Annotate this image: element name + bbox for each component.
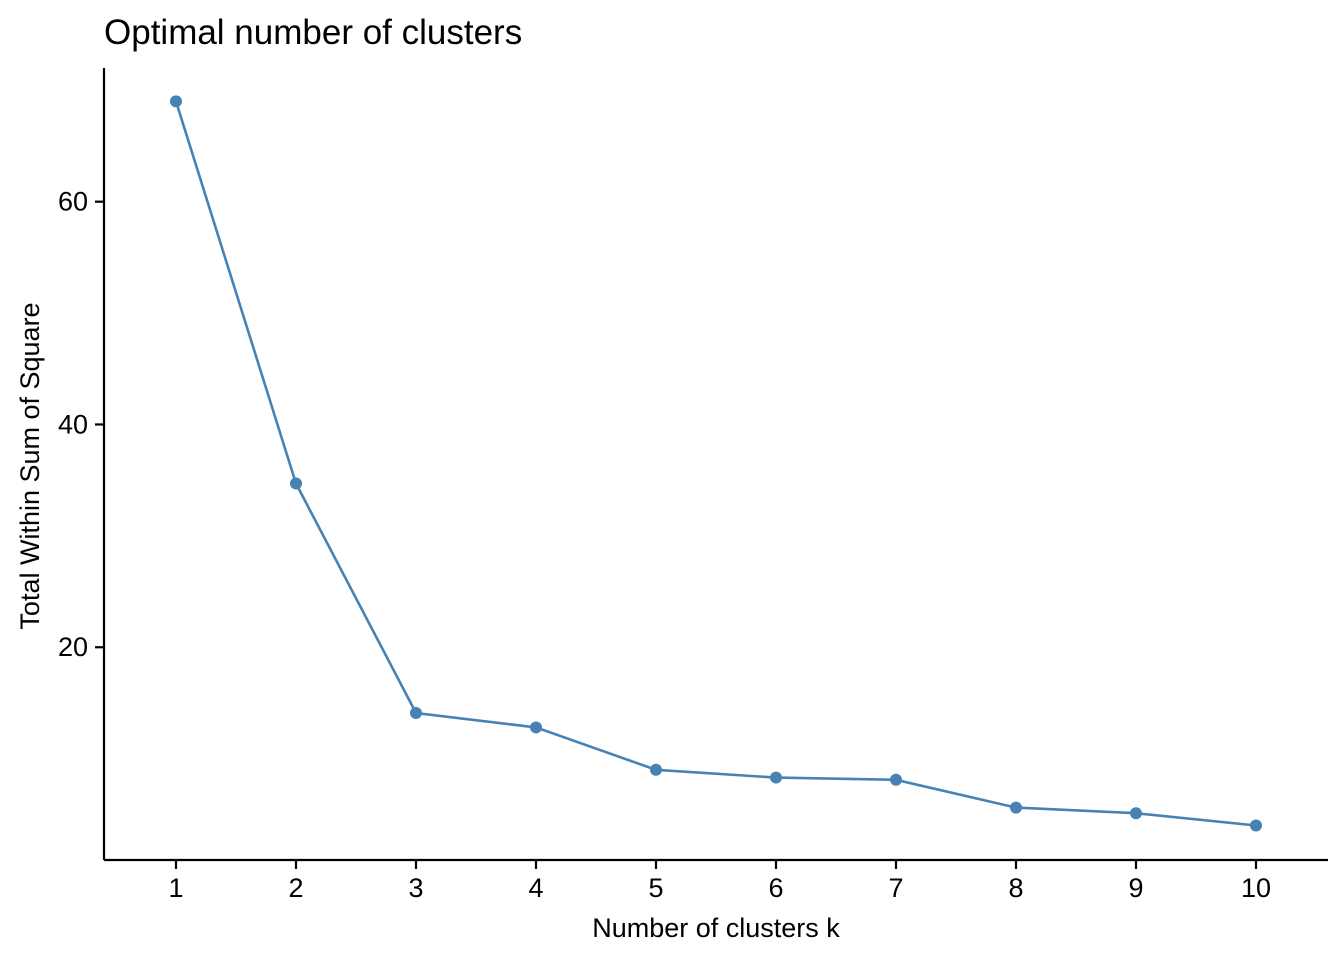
- chart-title: Optimal number of clusters: [104, 13, 522, 52]
- x-tick-label: 5: [648, 873, 663, 903]
- series-layer: [170, 95, 1262, 832]
- data-point: [170, 95, 182, 108]
- data-point: [410, 706, 422, 719]
- series-line: [174, 101, 1257, 827]
- data-point: [1130, 807, 1142, 820]
- x-tick-label: 4: [528, 873, 543, 903]
- x-tick-label: 3: [408, 873, 423, 903]
- y-axis-title: Total Within Sum of Square: [15, 302, 45, 629]
- y-tick-label: 20: [58, 632, 88, 662]
- data-point: [1010, 801, 1022, 814]
- x-tick-label: 2: [288, 873, 303, 903]
- x-axis-title: Number of clusters k: [592, 913, 840, 943]
- x-tick-label: 9: [1128, 873, 1143, 903]
- x-tick-label: 1: [168, 873, 183, 903]
- x-tick-label: 10: [1241, 873, 1271, 903]
- data-point: [890, 773, 902, 786]
- data-point: [1250, 819, 1262, 832]
- x-tick-label: 8: [1008, 873, 1023, 903]
- y-tick-label: 40: [58, 409, 88, 439]
- x-axis: 1 2 3 4 5 6 7 8 9 10: [104, 858, 1328, 903]
- x-tick-label: 7: [888, 873, 903, 903]
- y-axis: 20 40 60: [58, 68, 106, 860]
- y-tick-label: 60: [58, 187, 88, 217]
- data-point: [530, 721, 542, 734]
- data-point: [290, 477, 302, 490]
- x-tick-label: 6: [768, 873, 783, 903]
- data-point: [650, 763, 662, 776]
- data-point: [770, 771, 782, 784]
